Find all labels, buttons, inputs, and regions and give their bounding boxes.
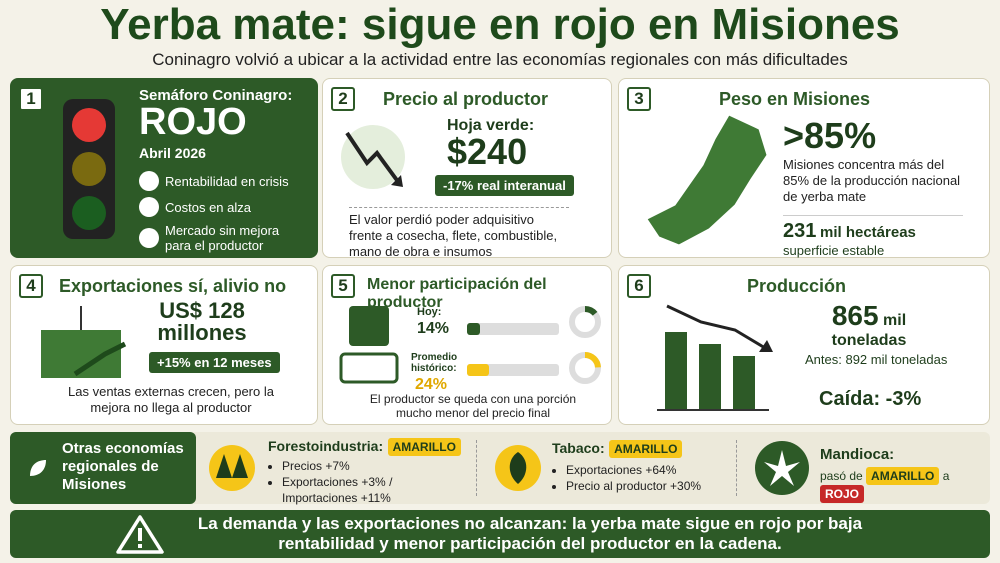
area: 231 — [783, 220, 817, 242]
to-text: a — [942, 469, 950, 483]
bullets: Exportaciones +64%Precio al productor +3… — [552, 462, 701, 494]
value-unit: mil — [883, 312, 907, 329]
panel-number: 1 — [19, 87, 43, 111]
change: Caída: -3% — [819, 388, 922, 410]
unit: toneladas — [831, 332, 907, 349]
down-arrow-icon — [341, 125, 405, 189]
warning-icon — [116, 515, 164, 554]
text: El productor se queda con una porción mu… — [369, 392, 577, 420]
bar-track — [467, 364, 559, 376]
area-note: superficie estable — [783, 243, 885, 258]
label: Semáforo Coninagro: — [139, 87, 293, 104]
text: Las ventas externas crecen, pero la mejo… — [68, 384, 274, 415]
semaforo-items: Rentabilidad en crisis Costos en alza Me… — [139, 171, 315, 253]
panel-title: Exportaciones sí, alivio no — [59, 276, 287, 296]
bar-track — [467, 323, 559, 335]
divider — [736, 440, 737, 496]
conclusion-banner: La demanda y las exportaciones no alcanz… — [10, 510, 990, 558]
bullets: Precios +7%Exportaciones +3% / Importaci… — [268, 458, 438, 506]
divider — [476, 440, 477, 496]
price-tag-icon — [339, 306, 399, 384]
conclusion: La demanda y las exportaciones no alcanz… — [197, 514, 863, 553]
tobacco-leaf-icon — [495, 445, 541, 491]
value: $240 — [447, 131, 528, 172]
current: 14% — [417, 320, 450, 337]
panel-title: Precio al productor — [383, 89, 549, 109]
bullet: Precio al productor +30% — [566, 478, 701, 494]
badge: -17% real interanual — [435, 175, 574, 196]
historic: 24% — [415, 376, 448, 393]
current-label: Hoy: — [417, 306, 442, 318]
share-ring — [569, 306, 601, 338]
forestoindustria: Forestoindustria: AMARILLO Precios +7%Ex… — [268, 438, 461, 506]
name: Mandioca: — [820, 446, 895, 463]
name: Forestoindustria: — [268, 438, 384, 454]
peso-panel: 3 Peso en Misiones >85% Misiones concent… — [618, 78, 990, 258]
share-bar — [467, 364, 490, 376]
value: 865 — [831, 300, 879, 331]
panel-title: Producción — [747, 276, 847, 296]
to: ROJO — [820, 485, 865, 503]
panel-number: 5 — [331, 274, 355, 298]
status: AMARILLO — [609, 440, 683, 458]
otras-band: Otras economías regionales de Misiones F… — [10, 432, 990, 506]
status: ROJO — [139, 101, 247, 143]
mandioca: Mandioca: pasó de AMARILLO a ROJO — [820, 446, 990, 503]
cassava-icon — [755, 441, 809, 495]
produccion-panel: 6 Producción 865 mil toneladas Antes: 89… — [618, 265, 990, 425]
bullet: Exportaciones +64% — [566, 462, 701, 478]
otras-box: Otras economías regionales de Misiones — [10, 432, 196, 504]
area-block: 231 mil hectáreas superficie estable — [783, 215, 963, 258]
value: >85% — [783, 115, 877, 156]
panel-number: 2 — [331, 87, 355, 111]
panel-number: 4 — [19, 274, 43, 298]
status: AMARILLO — [387, 438, 461, 456]
panel-number: 6 — [627, 274, 651, 298]
historic-label: Promedio histórico: — [411, 352, 458, 374]
from-text: pasó de — [820, 469, 863, 483]
trees-icon — [209, 445, 255, 491]
donut — [569, 306, 601, 338]
text: Misiones concentra más del 85% de la pro… — [783, 157, 961, 204]
traffic-light-icon — [63, 99, 115, 239]
item: Rentabilidad en crisis — [165, 173, 289, 189]
item: Costos en alza — [165, 199, 251, 215]
tabaco: Tabaco: AMARILLO Exportaciones +64%Preci… — [552, 440, 701, 494]
before: Antes: 892 mil toneladas — [805, 352, 948, 367]
share-bar — [467, 323, 480, 335]
donut — [569, 352, 601, 384]
badge: +15% en 12 meses — [149, 352, 280, 373]
text: El valor perdió poder adquisitivo frente… — [349, 207, 569, 260]
panel-number: 3 — [627, 87, 651, 111]
map-icon — [646, 114, 768, 246]
participacion-panel: 5 Menor participación del productor Hoy:… — [322, 265, 612, 425]
leaf-icon — [30, 460, 46, 476]
value: US$ 128 — [159, 298, 245, 323]
value-block: 865 mil toneladas — [819, 300, 919, 350]
item: Mercado sin mejora para el productor — [165, 223, 280, 253]
otras-title: Otras economías regionales de Misiones — [62, 440, 184, 493]
semaforo-panel: 1 Semáforo Coninagro: ROJO Abril 2026 Re… — [10, 78, 318, 258]
from: AMARILLO — [866, 467, 940, 485]
title: Yerba mate: sigue en rojo en Misiones — [100, 0, 900, 49]
exportaciones-panel: 4 Exportaciones sí, alivio no US$ 128 mi… — [10, 265, 318, 425]
panel-title: Peso en Misiones — [719, 89, 871, 109]
unit: millones — [157, 320, 247, 345]
bullet: Precios +7% — [282, 458, 438, 474]
label: Hoja verde: — [447, 117, 535, 134]
area-unit: mil hectáreas — [820, 224, 916, 241]
container-icon — [41, 306, 127, 378]
precio-panel: 2 Precio al productor Hoja verde: $240 -… — [322, 78, 612, 260]
decline-chart-icon — [657, 304, 773, 411]
subtitle: Coninagro volvió a ubicar a la actividad… — [152, 50, 848, 69]
date: Abril 2026 — [139, 145, 206, 161]
value-block: US$ 128 millones — [147, 300, 257, 344]
name: Tabaco: — [552, 440, 605, 456]
share-ring — [569, 352, 601, 384]
bullet: Exportaciones +3% / Importaciones +11% — [282, 474, 438, 506]
